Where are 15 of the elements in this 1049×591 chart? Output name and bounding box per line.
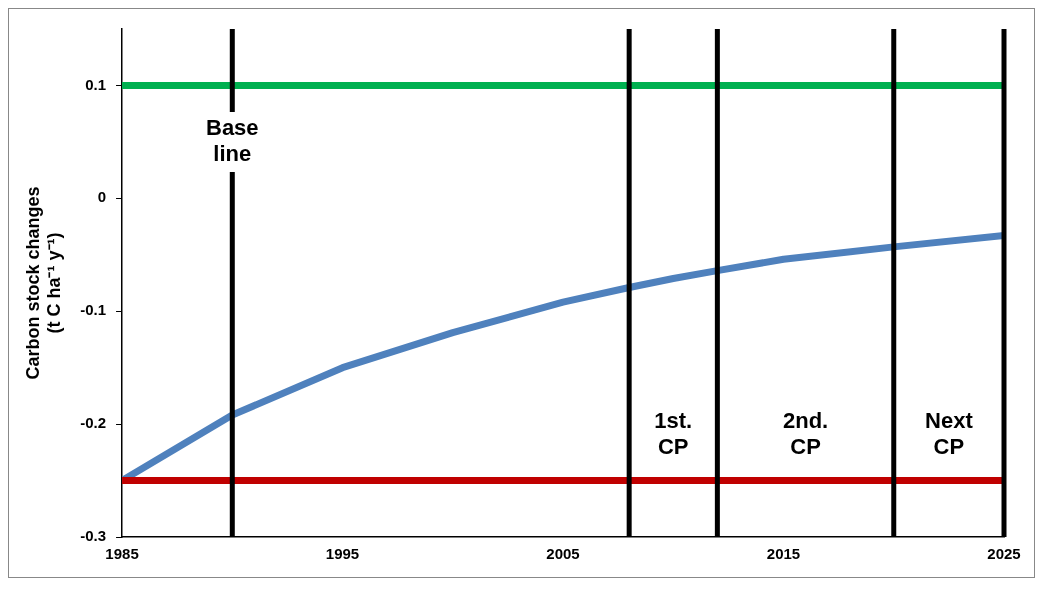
x-tick-label: 2025: [987, 545, 1021, 563]
annotation: Next CP: [925, 408, 974, 460]
y-tick-label: 0.1: [85, 75, 107, 93]
y-tick-label: -0.2: [80, 414, 107, 432]
x-tick-label: 2005: [546, 545, 580, 563]
x-tick-label: 1985: [105, 545, 139, 563]
ref-line-label: Base line: [205, 114, 259, 166]
y-tick-label: 0: [97, 188, 107, 206]
x-tick-label: 2015: [766, 545, 801, 563]
x-tick-label: 1995: [325, 545, 360, 563]
y-axis-title: Carbon stock changes (t C ha⁻¹ y⁻¹): [22, 186, 65, 380]
annotation: 1st. CP: [654, 408, 693, 460]
annotation: 2nd. CP: [782, 408, 829, 460]
y-tick-label: -0.1: [80, 301, 107, 319]
y-tick-label: -0.3: [80, 527, 107, 545]
